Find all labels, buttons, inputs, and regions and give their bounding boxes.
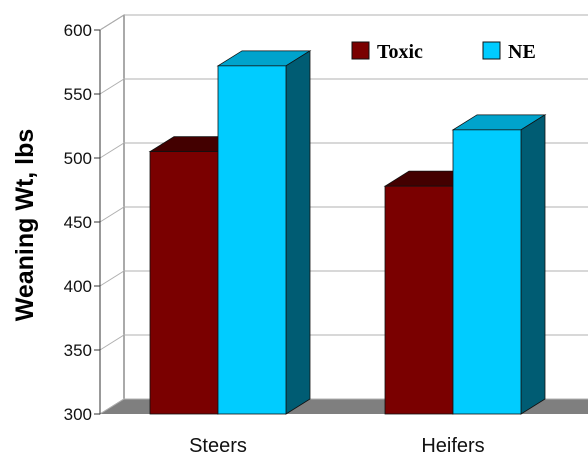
y-tick-label: 450 — [64, 213, 92, 232]
legend-label-ne: NE — [508, 41, 536, 63]
legend-label-toxic: Toxic — [377, 41, 423, 63]
gridline — [99, 142, 588, 159]
bar-front — [452, 129, 522, 415]
bar-front — [384, 185, 454, 415]
legend-swatch-toxic — [351, 41, 370, 60]
bar-front — [149, 151, 219, 415]
bar-side — [520, 114, 546, 415]
y-tick-label: 500 — [64, 149, 92, 168]
x-tick-label: Heifers — [421, 435, 484, 457]
bar-ne-heifers — [451, 114, 547, 415]
x-tick-label: Steers — [189, 435, 247, 457]
y-tick-label: 300 — [64, 405, 92, 424]
bars — [148, 50, 547, 415]
y-axis: 300 350 400 450 500 550 600 — [64, 21, 101, 424]
legend: Toxic NE — [351, 41, 536, 63]
y-tick-label: 550 — [64, 85, 92, 104]
legend-swatch-ne — [482, 41, 501, 60]
gridline — [99, 78, 588, 95]
bar-side — [285, 50, 311, 415]
bar-ne-steers — [216, 50, 312, 415]
gridline — [99, 14, 588, 31]
y-tick-label: 600 — [64, 21, 92, 40]
y-tick-label: 400 — [64, 277, 92, 296]
y-axis-title: Weaning Wt, lbs — [11, 129, 39, 322]
y-tick-label: 350 — [64, 341, 92, 360]
bar-front — [217, 65, 287, 415]
x-axis-labels: Steers Heifers — [189, 435, 485, 457]
